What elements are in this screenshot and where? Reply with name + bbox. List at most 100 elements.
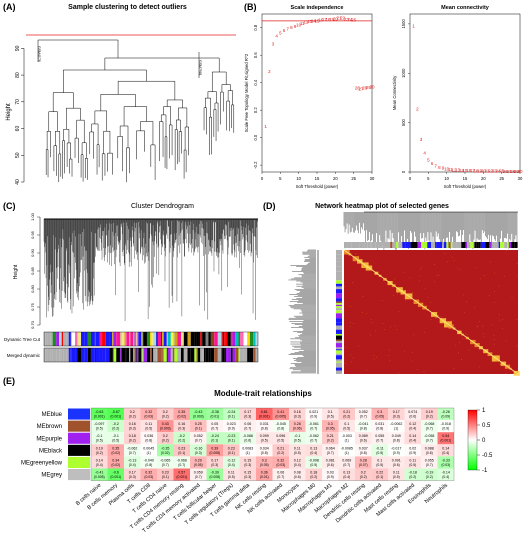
p-value: (0.2) bbox=[426, 475, 433, 479]
correlation-cell bbox=[404, 408, 421, 421]
correlation-value: 0.16 bbox=[129, 422, 136, 426]
correlation-cell bbox=[305, 432, 322, 445]
merged-dynamic-segment bbox=[150, 348, 152, 362]
correlation-value: 0.28 bbox=[294, 422, 301, 426]
p-value: (0.02) bbox=[161, 451, 170, 455]
correlation-value: 0.088 bbox=[425, 446, 434, 450]
data-point: 18 bbox=[325, 17, 331, 22]
correlation-cell bbox=[322, 432, 339, 445]
data-point: 21 bbox=[336, 16, 342, 21]
p-value: (0.6) bbox=[294, 475, 301, 479]
dynamic-tree-cut-segment bbox=[157, 332, 162, 346]
outlier-label-2: GSM7981 bbox=[198, 60, 202, 76]
heatmap-speckle bbox=[419, 280, 420, 282]
data-point: 29 bbox=[366, 85, 372, 90]
heatmap-speckle bbox=[430, 301, 431, 303]
correlation-value: -0.39 bbox=[211, 471, 219, 475]
correlation-cell bbox=[437, 456, 454, 469]
merged-dynamic-segment bbox=[227, 348, 231, 362]
correlation-cell bbox=[157, 468, 174, 481]
correlation-cell bbox=[140, 432, 157, 445]
correlation-value: 0.3 bbox=[262, 458, 267, 462]
data-point: 5 bbox=[427, 158, 430, 163]
heatmap-speckle bbox=[452, 320, 454, 322]
heatmap-left-color-segment bbox=[336, 250, 342, 252]
correlation-value: -0.045 bbox=[276, 422, 286, 426]
merged-dynamic-segment bbox=[194, 348, 197, 362]
heatmap-speckle bbox=[434, 264, 435, 265]
p-value: (0.7) bbox=[129, 451, 136, 455]
panel-c-ytick-label: 1.00 bbox=[30, 212, 35, 221]
heatmap-left-color-segment bbox=[336, 306, 342, 309]
heatmap-top-color-segment bbox=[508, 242, 512, 248]
heatmap-top-color-segment bbox=[504, 242, 508, 248]
correlation-value: -0.1 bbox=[96, 434, 102, 438]
legend-tick-label: 0 bbox=[482, 438, 486, 444]
merged-dynamic-segment bbox=[225, 348, 228, 362]
merged-dynamic-segment bbox=[105, 348, 110, 362]
correlation-cell bbox=[223, 408, 240, 421]
correlation-cell bbox=[91, 420, 108, 433]
heatmap-top-color-segment bbox=[465, 242, 468, 248]
heatmap-speckle bbox=[482, 325, 484, 327]
correlation-cell bbox=[190, 432, 207, 445]
module-color-swatch bbox=[68, 420, 90, 432]
heatmap-left-color-segment bbox=[336, 310, 342, 314]
heatmap-left-color-segment bbox=[336, 355, 342, 360]
correlation-value: 0.21 bbox=[343, 410, 350, 414]
merged-dynamic-segment bbox=[156, 348, 158, 362]
heatmap-speckle bbox=[452, 257, 453, 258]
correlation-cell bbox=[157, 408, 174, 421]
correlation-cell bbox=[437, 468, 454, 481]
heatmap-top-color-segment bbox=[421, 242, 426, 248]
p-value: (0.3) bbox=[178, 427, 185, 431]
p-value: (0.1) bbox=[211, 439, 218, 443]
correlation-cell bbox=[239, 468, 256, 481]
correlation-value: 0.25 bbox=[195, 422, 202, 426]
heatmap-diagonal bbox=[343, 249, 519, 375]
correlation-cell bbox=[421, 408, 438, 421]
heatmap-top-color-segment bbox=[442, 242, 444, 248]
module-name: MEpurple bbox=[36, 436, 62, 442]
correlation-cell bbox=[256, 420, 273, 433]
correlation-cell bbox=[173, 456, 190, 469]
p-value: (0.9) bbox=[228, 427, 235, 431]
correlation-value: -0.003 bbox=[342, 434, 352, 438]
correlation-cell bbox=[322, 456, 339, 469]
correlation-value: -0.19 bbox=[425, 471, 433, 475]
heatmap-speckle bbox=[493, 339, 495, 340]
correlation-value: -0.2 bbox=[113, 422, 119, 426]
merged-dynamic-segment bbox=[112, 348, 114, 362]
x-tick-label: 20 bbox=[481, 176, 486, 181]
y-tick-label: 0.2 bbox=[253, 107, 258, 113]
heatmap-speckle bbox=[383, 329, 385, 330]
p-value: (0.2) bbox=[112, 427, 119, 431]
heatmap-speckle bbox=[494, 302, 495, 304]
correlation-value: 0.2 bbox=[130, 410, 135, 414]
heatmap-left-color-segment bbox=[336, 261, 342, 267]
data-point: 4 bbox=[423, 151, 426, 156]
p-value: (0.6) bbox=[360, 439, 367, 443]
merged-dynamic-segment bbox=[109, 348, 113, 362]
heatmap-speckle bbox=[395, 373, 397, 375]
dynamic-tree-cut-segment bbox=[198, 332, 201, 346]
p-value: (0.8) bbox=[360, 427, 367, 431]
correlation-value: 0.43 bbox=[162, 422, 169, 426]
x-tick-label: 30 bbox=[518, 176, 523, 181]
correlation-value: 0.11 bbox=[145, 422, 152, 426]
data-point: 11 bbox=[448, 167, 453, 172]
correlation-cell bbox=[157, 432, 174, 445]
data-point: 24 bbox=[495, 169, 501, 174]
heatmap-top-color-segment bbox=[448, 242, 451, 248]
heatmap-speckle bbox=[502, 319, 504, 320]
data-point: 26 bbox=[355, 86, 361, 91]
heatmap-speckle bbox=[404, 271, 405, 273]
p-value: (0.1) bbox=[162, 475, 169, 479]
p-value: (0.1) bbox=[228, 415, 235, 419]
heatmap-speckle bbox=[420, 269, 421, 271]
correlation-cell bbox=[355, 432, 372, 445]
heatmap-speckle bbox=[420, 266, 422, 268]
heatmap-speckle bbox=[394, 325, 396, 327]
dynamic-tree-cut-frame bbox=[43, 331, 259, 347]
p-value: (0.7) bbox=[426, 463, 433, 467]
